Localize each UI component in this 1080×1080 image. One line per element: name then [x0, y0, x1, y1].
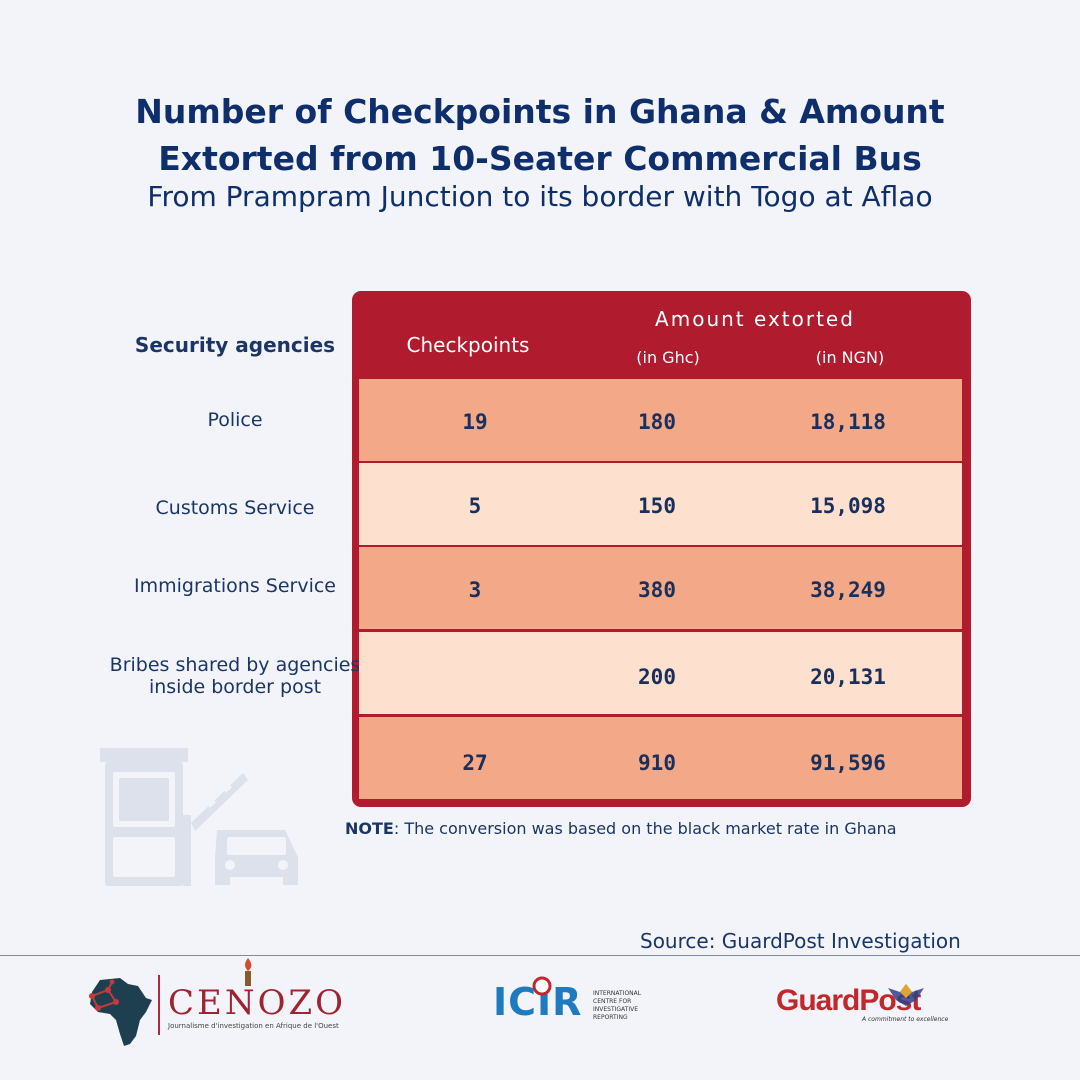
cell-checkpoints: 5	[468, 494, 482, 518]
checkpoint-illustration-icon	[100, 748, 298, 886]
cenozo-logo-text: CENOZO	[168, 983, 346, 1023]
row-label-customs: Customs Service	[155, 497, 315, 519]
note-label: NOTE	[345, 819, 394, 838]
chart-title: Number of Checkpoints in Ghana & Amount …	[0, 88, 1080, 182]
table-row: 3 380 38,249	[359, 547, 962, 629]
header-checkpoints: Checkpoints	[406, 333, 530, 357]
header-amount-extorted: Amount extorted	[655, 307, 855, 331]
cell-ghc: 910	[638, 751, 676, 775]
note-text: : The conversion was based on the black …	[393, 819, 897, 838]
table-row: 200 20,131	[359, 632, 962, 714]
cell-ngn: 15,098	[810, 494, 886, 518]
row-label-bribes-line-2: inside border post	[148, 676, 322, 698]
footer-divider	[0, 955, 1080, 956]
cenozo-divider	[158, 975, 160, 1035]
cenozo-tagline: Journalisme d'investigation en Afrique d…	[168, 1022, 339, 1030]
icir-line-4: REPORTING	[593, 1014, 628, 1021]
table-row-total: 27 910 91,596	[359, 717, 962, 799]
africa-map-icon	[89, 978, 152, 1046]
conversion-note: NOTE: The conversion was based on the bl…	[345, 819, 897, 838]
icir-line-2: CENTRE FOR	[593, 998, 632, 1005]
table-row: 5 150 15,098	[359, 463, 962, 545]
row-label-bribes-line-1: Bribes shared by agencies	[109, 654, 361, 676]
icir-tagline: INTERNATIONAL CENTRE FOR INVESTIGATIVE R…	[593, 990, 641, 1022]
title-line-1: Number of Checkpoints in Ghana & Amount	[135, 92, 945, 131]
cell-ghc: 380	[638, 578, 676, 602]
header-in-ngn: (in NGN)	[815, 348, 885, 367]
torch-icon	[245, 958, 252, 986]
header-in-ghc: (in Ghc)	[636, 348, 700, 367]
title-line-2: Extorted from 10-Seater Commercial Bus	[158, 139, 922, 178]
cell-ngn: 38,249	[810, 578, 886, 602]
icir-line-3: INVESTIGATIVE	[593, 1006, 639, 1013]
table-row: 19 180 18,118	[359, 379, 962, 461]
eagle-icon	[888, 984, 924, 1006]
cell-ghc: 150	[638, 494, 676, 518]
cell-ghc: 200	[638, 665, 676, 689]
header-security-agencies: Security agencies	[134, 333, 336, 357]
cell-checkpoints: 19	[462, 410, 488, 434]
cell-ngn: 20,131	[810, 665, 886, 689]
icir-badge-icon	[532, 976, 552, 996]
row-label-immigrations: Immigrations Service	[134, 575, 336, 597]
cell-checkpoints: 3	[468, 578, 482, 602]
icir-line-1: INTERNATIONAL	[593, 990, 642, 997]
cell-checkpoints: 27	[462, 751, 488, 775]
guardpost-tagline: A commitment to excellence	[862, 1016, 949, 1023]
row-label-bribes: Bribes shared by agencies inside border …	[70, 654, 400, 698]
cell-ngn: 91,596	[810, 751, 886, 775]
chart-subtitle: From Prampram Junction to its border wit…	[147, 180, 933, 213]
cell-ngn: 18,118	[810, 410, 886, 434]
cell-ghc: 180	[638, 410, 676, 434]
source-credit: Source: GuardPost Investigation	[640, 929, 961, 953]
row-label-police: Police	[207, 409, 263, 431]
